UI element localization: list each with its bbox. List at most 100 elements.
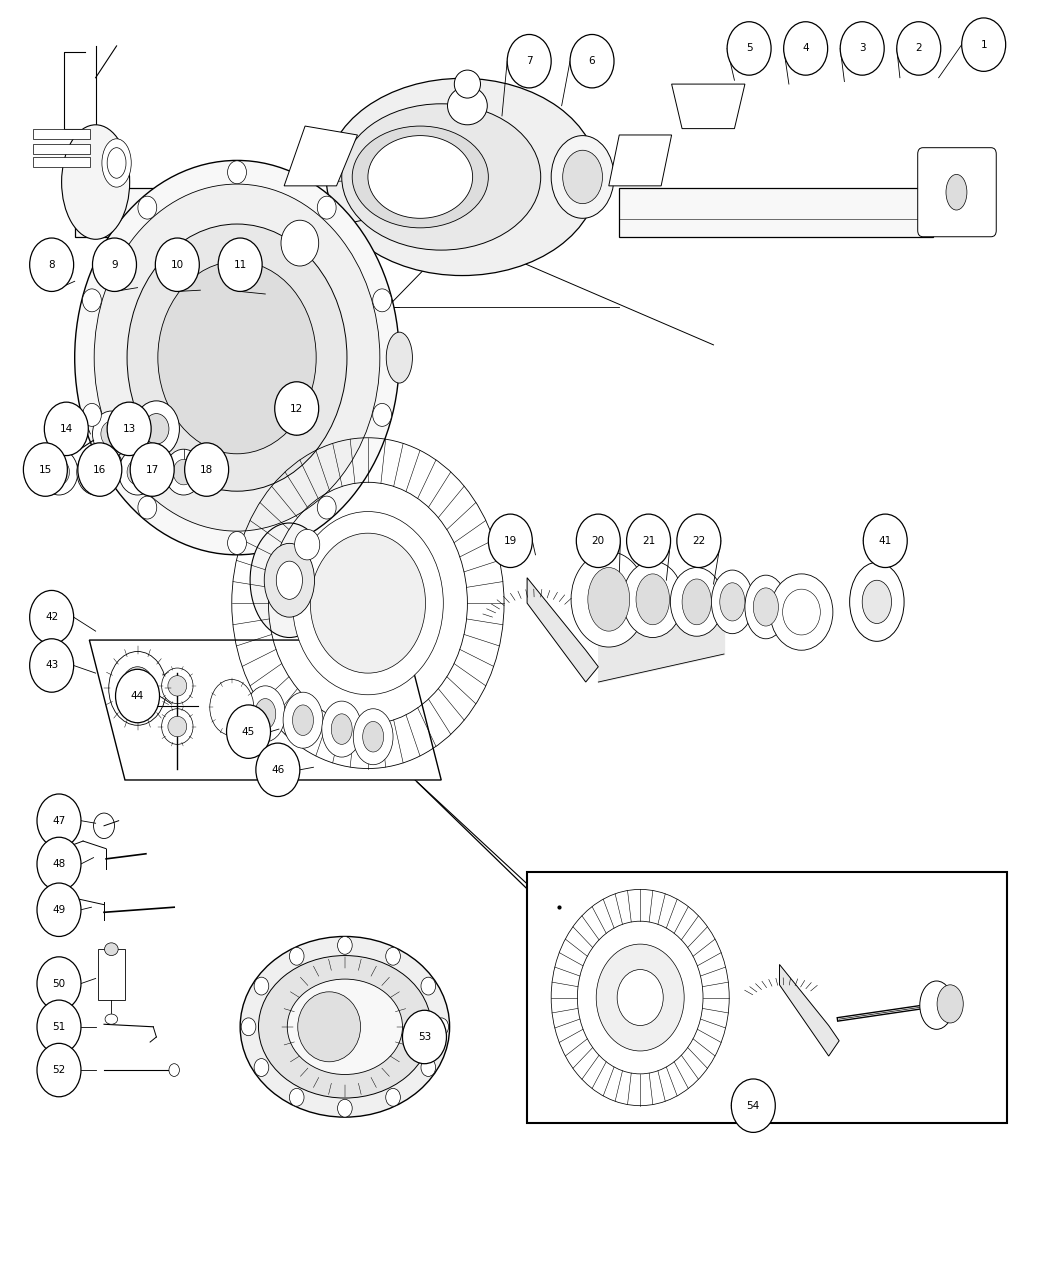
- Circle shape: [317, 496, 336, 519]
- Circle shape: [94, 184, 380, 532]
- Circle shape: [29, 590, 74, 644]
- Text: 43: 43: [45, 660, 59, 671]
- Ellipse shape: [162, 709, 193, 745]
- Ellipse shape: [298, 992, 360, 1062]
- Circle shape: [256, 743, 300, 797]
- Circle shape: [596, 944, 685, 1051]
- Text: 14: 14: [60, 423, 72, 434]
- Circle shape: [373, 289, 392, 312]
- Ellipse shape: [107, 148, 126, 178]
- Circle shape: [227, 705, 271, 759]
- Ellipse shape: [563, 150, 603, 204]
- Circle shape: [337, 1099, 352, 1117]
- Ellipse shape: [210, 680, 254, 736]
- Circle shape: [218, 238, 262, 292]
- Circle shape: [295, 529, 320, 560]
- Ellipse shape: [712, 570, 753, 634]
- Text: 7: 7: [526, 56, 532, 66]
- Circle shape: [78, 442, 122, 496]
- Ellipse shape: [322, 701, 361, 757]
- Ellipse shape: [920, 980, 953, 1029]
- Ellipse shape: [682, 579, 712, 625]
- Circle shape: [75, 161, 399, 555]
- Ellipse shape: [551, 135, 614, 218]
- Ellipse shape: [588, 567, 630, 631]
- Circle shape: [127, 459, 148, 484]
- Circle shape: [434, 1017, 448, 1035]
- Ellipse shape: [284, 692, 323, 748]
- Text: 8: 8: [48, 260, 55, 270]
- Text: 1: 1: [981, 40, 987, 50]
- Ellipse shape: [455, 70, 481, 98]
- Circle shape: [185, 442, 229, 496]
- Ellipse shape: [168, 676, 187, 696]
- Bar: [33, 129, 90, 139]
- Bar: [527, 872, 1007, 1123]
- Ellipse shape: [937, 984, 963, 1023]
- Circle shape: [731, 1079, 775, 1132]
- Circle shape: [290, 1089, 304, 1107]
- Ellipse shape: [162, 668, 193, 704]
- Text: 6: 6: [589, 56, 595, 66]
- Circle shape: [29, 639, 74, 692]
- Polygon shape: [609, 135, 672, 186]
- Text: 50: 50: [52, 978, 65, 988]
- Text: 54: 54: [747, 1100, 760, 1111]
- Ellipse shape: [258, 955, 432, 1098]
- Circle shape: [576, 514, 621, 567]
- Ellipse shape: [341, 103, 541, 250]
- Text: 12: 12: [290, 403, 303, 413]
- Circle shape: [840, 22, 884, 75]
- Ellipse shape: [386, 333, 413, 382]
- Circle shape: [116, 669, 160, 723]
- Text: 10: 10: [171, 260, 184, 270]
- Ellipse shape: [246, 686, 286, 742]
- Circle shape: [107, 402, 151, 455]
- Circle shape: [158, 261, 316, 454]
- Ellipse shape: [62, 125, 129, 240]
- Ellipse shape: [293, 705, 314, 736]
- Bar: [33, 144, 90, 154]
- FancyBboxPatch shape: [918, 148, 996, 237]
- Circle shape: [770, 574, 833, 650]
- Circle shape: [37, 794, 81, 848]
- Circle shape: [40, 449, 78, 495]
- Circle shape: [23, 442, 67, 496]
- Circle shape: [228, 161, 247, 184]
- Ellipse shape: [105, 1014, 118, 1024]
- Ellipse shape: [327, 78, 598, 275]
- Text: 42: 42: [45, 612, 59, 622]
- Ellipse shape: [368, 135, 472, 218]
- Ellipse shape: [250, 523, 329, 638]
- Circle shape: [138, 496, 156, 519]
- Circle shape: [290, 947, 304, 965]
- Ellipse shape: [102, 139, 131, 187]
- Circle shape: [570, 34, 614, 88]
- Text: 44: 44: [131, 691, 144, 701]
- Circle shape: [311, 533, 425, 673]
- Text: 9: 9: [111, 260, 118, 270]
- Circle shape: [85, 459, 106, 484]
- Circle shape: [37, 1043, 81, 1096]
- Text: 18: 18: [200, 464, 213, 474]
- Circle shape: [727, 22, 771, 75]
- Circle shape: [783, 22, 827, 75]
- Text: 48: 48: [52, 859, 65, 870]
- Text: 5: 5: [746, 43, 753, 54]
- Circle shape: [281, 221, 319, 266]
- Circle shape: [863, 514, 907, 567]
- Text: 53: 53: [418, 1031, 432, 1042]
- Circle shape: [77, 449, 114, 495]
- Text: 4: 4: [802, 43, 808, 54]
- Ellipse shape: [331, 714, 352, 745]
- Circle shape: [293, 511, 443, 695]
- Polygon shape: [89, 640, 441, 780]
- Bar: [98, 949, 125, 1000]
- Text: 3: 3: [859, 43, 865, 54]
- Bar: [75, 189, 306, 237]
- Circle shape: [488, 514, 532, 567]
- Ellipse shape: [623, 561, 682, 638]
- Ellipse shape: [109, 652, 166, 725]
- Ellipse shape: [255, 699, 276, 729]
- Ellipse shape: [362, 722, 383, 752]
